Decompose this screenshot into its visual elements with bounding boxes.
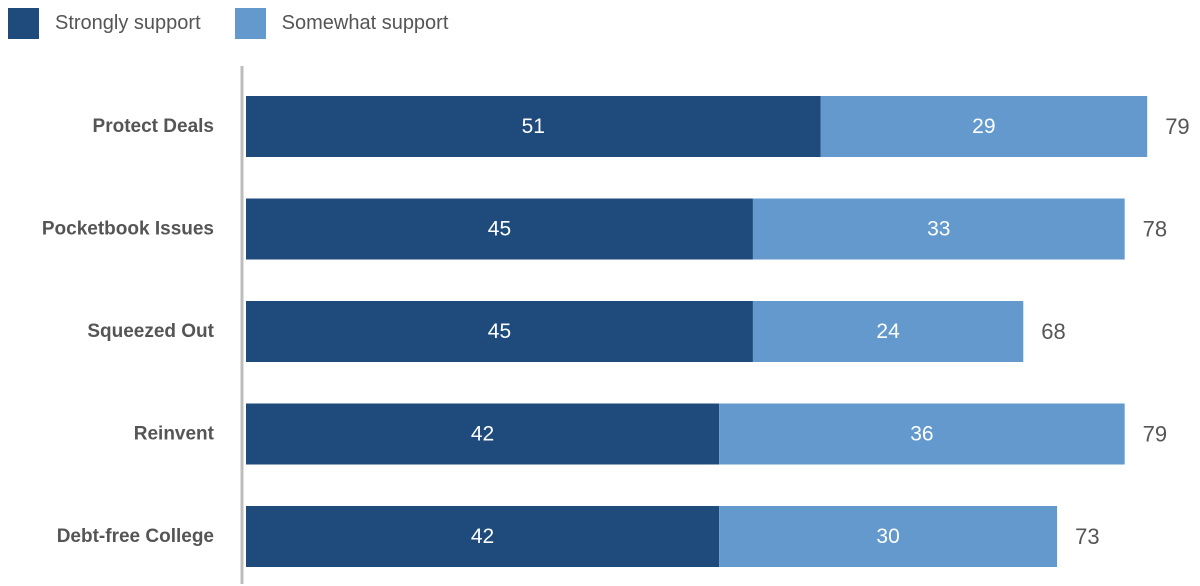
data-label-somewhat-support-debt-free-college: 30	[876, 525, 899, 548]
data-label-strongly-support-reinvent: 42	[471, 423, 494, 446]
legend-label-somewhat-support: Somewhat support	[281, 11, 449, 34]
legend-item-strongly-support: Strongly support	[8, 7, 201, 39]
total-label-reinvent: 79	[1143, 422, 1167, 447]
data-label-somewhat-support-reinvent: 36	[910, 423, 933, 446]
bar-strongly-support-protect-deals	[246, 96, 821, 157]
category-label-reinvent: Reinvent	[134, 424, 215, 445]
legend-item-somewhat-support: Somewhat support	[234, 7, 449, 39]
legend-swatch-strongly-support	[8, 7, 39, 39]
data-label-somewhat-support-protect-deals: 29	[972, 115, 995, 138]
bar-somewhat-support-pocketbook-issues	[752, 198, 1125, 260]
data-label-somewhat-support-pocketbook-issues: 33	[927, 218, 950, 241]
bars-group: Protect Deals 51 29 79 Pocketbook Issues 45 33…	[42, 96, 1190, 567]
bar-somewhat-support-reinvent	[719, 403, 1125, 465]
data-label-strongly-support-squeezed-out: 45	[488, 320, 511, 343]
total-label-debt-free-college: 73	[1075, 524, 1099, 549]
bar-strongly-support-debt-free-college	[246, 506, 720, 567]
data-label-strongly-support-pocketbook-issues: 45	[488, 218, 511, 241]
total-label-protect-deals: 79	[1165, 114, 1189, 139]
bar-strongly-support-squeezed-out	[246, 301, 753, 362]
legend-label-strongly-support: Strongly support	[55, 11, 201, 34]
category-label-protect-deals: Protect Deals	[93, 116, 214, 137]
legend-swatch-somewhat-support	[234, 7, 266, 39]
category-label-squeezed-out: Squeezed Out	[87, 321, 214, 342]
bar-strongly-support-reinvent	[246, 403, 720, 465]
bar-strongly-support-pocketbook-issues	[246, 198, 753, 260]
category-label-debt-free-college: Debt-free College	[57, 526, 214, 547]
bar-somewhat-support-squeezed-out	[752, 301, 1024, 362]
bar-somewhat-support-debt-free-college	[719, 506, 1058, 567]
data-label-strongly-support-protect-deals: 51	[522, 115, 545, 138]
total-label-pocketbook-issues: 78	[1143, 217, 1167, 242]
legend: Strongly support Somewhat support	[8, 6, 482, 40]
total-label-squeezed-out: 68	[1041, 319, 1065, 344]
data-label-somewhat-support-squeezed-out: 24	[876, 320, 900, 343]
data-label-strongly-support-debt-free-college: 42	[471, 525, 494, 548]
category-label-pocketbook-issues: Pocketbook Issues	[42, 219, 214, 240]
bar-somewhat-support-protect-deals	[820, 96, 1148, 157]
